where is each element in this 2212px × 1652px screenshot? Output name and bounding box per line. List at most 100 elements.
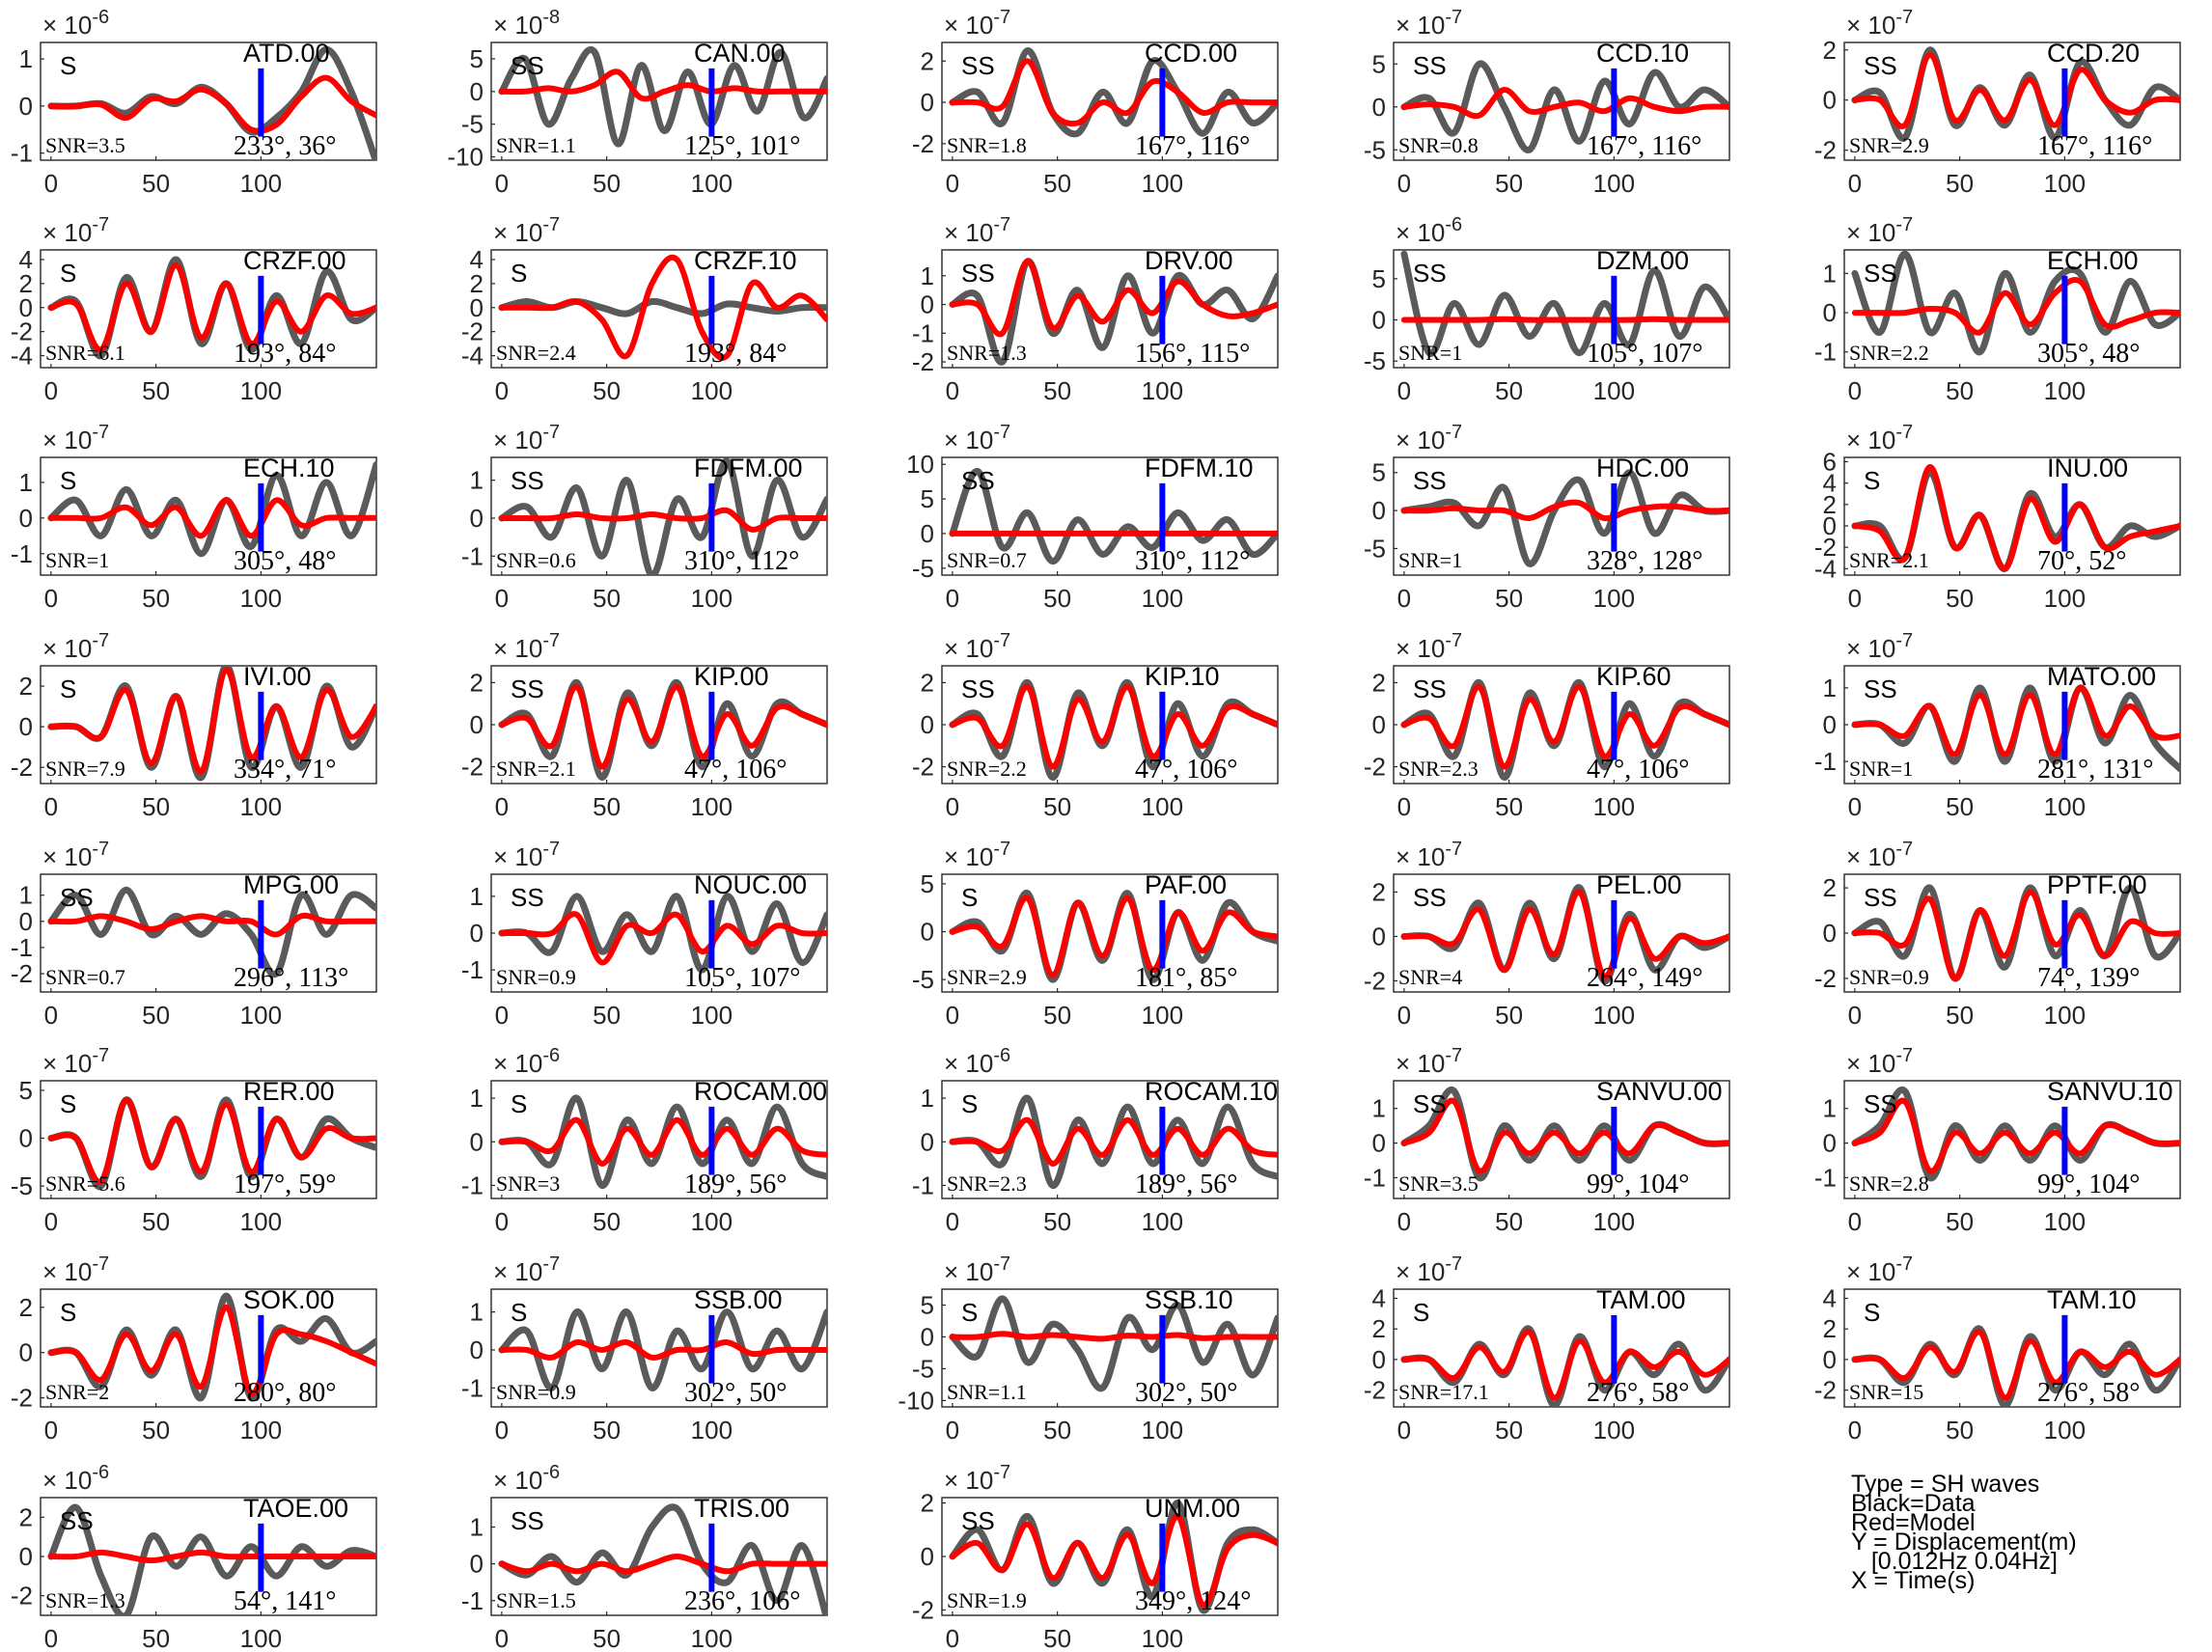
- x-tick-label: 50: [1946, 584, 1974, 613]
- station-label: FDFM.10: [1145, 454, 1254, 482]
- y-exponent-label: × 10-7: [1846, 1253, 1913, 1286]
- y-exponent-label: × 10-7: [1846, 1045, 1913, 1078]
- snr-label: SNR=2.3: [947, 1171, 1027, 1196]
- snr-label: SNR=0.6: [496, 548, 576, 572]
- model-trace: [1851, 463, 2180, 572]
- traces: [949, 47, 1278, 138]
- x-tick-label: 50: [593, 1207, 621, 1236]
- y-tick-label: -2: [912, 753, 934, 782]
- y-tick-label: 2: [19, 269, 33, 298]
- x-tick-label: 50: [1043, 1416, 1071, 1445]
- y-tick-label: 0: [1823, 298, 1837, 327]
- station-label: CAN.00: [694, 39, 786, 68]
- y-tick-label: 1: [19, 881, 33, 910]
- x-tick-label: 50: [1495, 584, 1523, 613]
- y-tick-label: 0: [1823, 1345, 1837, 1374]
- station-label: DRV.00: [1145, 246, 1233, 275]
- y-tick-label: 0: [470, 1550, 484, 1579]
- x-tick-label: 100: [240, 792, 282, 821]
- y-tick-label: 0: [19, 92, 33, 121]
- model-trace: [949, 1513, 1278, 1608]
- snr-label: SNR=2.8: [1849, 1171, 1929, 1196]
- angles-label: 302°, 50°: [684, 1378, 787, 1408]
- x-tick-label: 0: [1848, 792, 1862, 821]
- x-tick-label: 50: [1946, 169, 1974, 198]
- x-tick-label: 0: [44, 1001, 58, 1030]
- x-tick-label: 0: [946, 1624, 959, 1652]
- phase-label: S: [60, 51, 76, 80]
- x-tick-label: 0: [495, 1001, 509, 1030]
- y-tick-label: -5: [912, 1354, 934, 1383]
- panel-ssb-00: 1 0 -1 0 50 100 × 10-7 S SSB.00 SNR=0.9 302°, 50°: [461, 1253, 828, 1445]
- axes-box: [1843, 1288, 2181, 1408]
- phase-label: SS: [511, 883, 544, 912]
- y-tick-label: -5: [461, 110, 484, 139]
- axes-box: [1843, 249, 2181, 369]
- y-tick-label: 6: [1823, 447, 1837, 476]
- y-tick-label: 1: [1823, 259, 1837, 288]
- panel-ech-00: 1 0 -1 0 50 100 × 10-7 SS ECH.00 SNR=2.2 305°, 48°: [1814, 214, 2181, 405]
- x-tick-label: 0: [1848, 169, 1862, 198]
- x-tick-label: 0: [44, 1416, 58, 1445]
- x-tick-label: 0: [495, 376, 509, 405]
- data-trace: [498, 1503, 827, 1615]
- phase-label: S: [60, 466, 76, 495]
- traces: [1851, 684, 2180, 773]
- data-trace: [949, 1295, 1278, 1392]
- y-tick-label: -2: [1364, 1376, 1386, 1405]
- y-exponent-label: × 10-7: [493, 422, 560, 454]
- model-trace: [498, 255, 827, 361]
- x-tick-label: 100: [1142, 1416, 1183, 1445]
- axes-box: [1393, 41, 1730, 161]
- x-tick-label: 0: [495, 169, 509, 198]
- y-exponent-label: × 10-7: [493, 1253, 560, 1286]
- x-tick-label: 50: [142, 1416, 170, 1445]
- station-label: KIP.00: [694, 662, 769, 691]
- traces: [498, 1308, 827, 1391]
- model-trace: [949, 258, 1278, 338]
- legend-line-band: [0.012Hz 0.04Hz]: [1851, 1548, 2059, 1575]
- y-tick-label: 0: [921, 1542, 934, 1571]
- snr-label: SNR=3.5: [1398, 1171, 1479, 1196]
- y-tick-label: -10: [447, 143, 484, 172]
- y-tick-label: 2: [921, 46, 934, 75]
- station-label: CCD.00: [1145, 39, 1237, 68]
- data-trace: [949, 258, 1278, 366]
- data-trace: [47, 886, 376, 978]
- model-trace: [498, 507, 827, 533]
- snr-label: SNR=2: [45, 1380, 109, 1404]
- x-tick-label: 100: [1142, 1001, 1183, 1030]
- axes-box: [490, 1080, 828, 1199]
- model-trace: [498, 1116, 827, 1167]
- y-tick-label: -5: [11, 1171, 33, 1200]
- x-tick-label: 100: [240, 1624, 282, 1652]
- station-label: NOUC.00: [694, 870, 807, 899]
- angles-label: 189°, 56°: [1135, 1170, 1237, 1199]
- x-tick-label: 100: [691, 1416, 733, 1445]
- panel-ivi-00: 2 0 -2 0 50 100 × 10-7 S IVI.00 SNR=7.9 334°, 71°: [11, 630, 377, 821]
- phase-label: SS: [1413, 675, 1447, 703]
- model-trace: [498, 1339, 827, 1361]
- axes-box: [490, 41, 828, 161]
- axes-box: [1393, 1080, 1730, 1199]
- phase-label: SS: [1413, 259, 1447, 288]
- phase-label: S: [60, 259, 76, 288]
- x-tick-label: 50: [1043, 584, 1071, 613]
- x-tick-label: 100: [1142, 169, 1183, 198]
- y-tick-label: -2: [912, 1595, 934, 1624]
- axes-box: [40, 1288, 377, 1408]
- panel-ccd-00: 2 0 -2 0 50 100 × 10-7 SS CCD.00 SNR=1.8 167°, 116…: [912, 7, 1279, 198]
- x-tick-label: 0: [495, 1624, 509, 1652]
- angles-label: 310°, 112°: [1135, 546, 1250, 576]
- traces: [47, 666, 376, 782]
- x-tick-label: 0: [1397, 169, 1411, 198]
- y-tick-label: 0: [470, 1335, 484, 1364]
- x-tick-label: 100: [240, 1207, 282, 1236]
- model-trace: [498, 911, 827, 966]
- model-trace: [47, 912, 376, 938]
- x-tick-label: 100: [1142, 1207, 1183, 1236]
- angles-label: 99°, 104°: [2037, 1170, 2140, 1199]
- y-exponent-label: × 10-7: [944, 1462, 1010, 1495]
- axes-box: [941, 1080, 1279, 1199]
- traces: [498, 457, 827, 575]
